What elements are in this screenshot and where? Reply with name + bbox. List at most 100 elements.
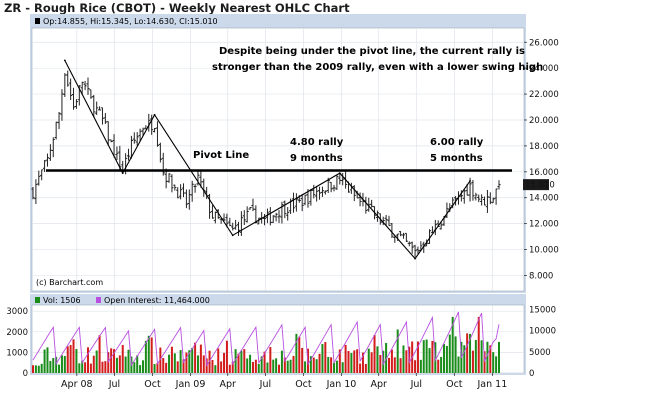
volume-bar [101, 361, 104, 373]
volume-bar [176, 361, 179, 373]
y-tick-label: 24.000 [529, 64, 559, 74]
volume-bar [474, 339, 477, 373]
x-tick-label: Jul [259, 379, 271, 390]
y-tick-label: 8.000 [529, 271, 553, 281]
volume-bar [217, 348, 220, 373]
volume-bar [356, 349, 359, 373]
volume-bar [179, 350, 182, 373]
swing-point [231, 234, 234, 237]
volume-left-tick: 3000 [6, 307, 28, 317]
time-axis: Apr 08 Jul Oct Jan 09 Apr Jul Oct Jan 10 Apr Jul O… [61, 373, 507, 390]
volume-bar [315, 359, 318, 373]
volume-bar [118, 355, 121, 373]
volume-bar [399, 358, 402, 373]
volume-bar [364, 363, 367, 373]
volume-bar [425, 339, 428, 373]
volume-bars [32, 316, 500, 373]
volume-bar [127, 349, 130, 373]
volume-bar [321, 344, 324, 373]
volume-bar [95, 350, 98, 373]
volume-left-tick: 2000 [6, 328, 28, 338]
pivot-label: Pivot Line [193, 150, 249, 161]
volume-right-axis: 0 5000 10000 15000 [529, 305, 556, 379]
volume-bar [156, 363, 159, 373]
volume-bar [92, 355, 95, 373]
volume-bar [390, 349, 393, 373]
x-tick-label: Oct [295, 379, 312, 390]
volume-bar [170, 346, 173, 373]
volume-bar [376, 346, 379, 373]
volume-bar [304, 361, 307, 373]
swing-point [63, 59, 66, 62]
volume-bar [52, 358, 55, 373]
volume-bar [344, 344, 347, 373]
volume-bar [63, 356, 66, 373]
volume-bar [246, 358, 249, 373]
volume-bar [466, 333, 469, 373]
volume-bar [43, 349, 46, 373]
volume-bar [440, 356, 443, 373]
y-tick-label: 26.000 [529, 38, 559, 48]
volume-bar [341, 362, 344, 373]
volume-bar [191, 347, 194, 373]
y-tick-label: 10.000 [529, 246, 559, 256]
volume-bar [66, 346, 69, 373]
volume-bar [46, 347, 49, 373]
x-tick-label: Oct [446, 379, 463, 390]
volume-bar [483, 351, 486, 373]
volume-bar [443, 343, 446, 373]
volume-bar [251, 361, 254, 373]
volume-bar [414, 360, 417, 373]
volume-bar [402, 345, 405, 373]
volume-bar [298, 336, 301, 373]
volume-bar [347, 350, 350, 373]
swing-point [414, 257, 416, 260]
rally1-line2: 9 months [290, 153, 343, 164]
volume-bar [448, 334, 451, 373]
y-tick-label: 20.000 [529, 116, 559, 126]
volume-bar [269, 347, 272, 373]
x-tick-label: Jul [108, 379, 120, 390]
volume-bar [445, 345, 448, 373]
main-note-line1: Despite being under the pivot line, the … [219, 46, 525, 57]
volume-bar [34, 365, 37, 373]
last-price-tag-text: 15.010 [525, 181, 555, 191]
volume-bar [234, 349, 237, 373]
volume-bar [211, 360, 214, 373]
volume-bar [495, 356, 498, 373]
volume-bar [113, 349, 116, 373]
volume-bar [379, 354, 382, 373]
volume-bar [486, 341, 489, 373]
volume-bar [240, 350, 243, 373]
volume-bar [173, 353, 176, 373]
volume-bar [237, 353, 240, 373]
volume-left-tick: 1000 [6, 348, 28, 358]
swing-point [469, 179, 471, 182]
volume-bar [324, 342, 327, 373]
volume-bar [69, 344, 72, 373]
volume-bar [416, 341, 419, 373]
volume-bar [480, 340, 483, 373]
volume-bar [40, 363, 43, 373]
volume-bar [283, 357, 286, 373]
rally2-line2: 5 months [430, 153, 483, 164]
y-tick-label: 18.000 [529, 142, 559, 152]
volume-bar [373, 335, 376, 373]
volume-bar [78, 363, 81, 373]
copyright: (c) Barchart.com [36, 278, 103, 287]
volume-bar [141, 360, 144, 373]
volume-bar [327, 356, 330, 373]
price-y-axis: 8.000 10.000 12.000 14.000 16.000 18.000 20.00… [524, 38, 559, 281]
volume-bar [405, 350, 408, 373]
volume-bar [471, 350, 474, 373]
volume-bar [89, 363, 92, 373]
volume-left-axis: 0 1000 2000 3000 [6, 307, 28, 379]
swing-points [63, 59, 471, 260]
volume-bar [370, 352, 373, 373]
volume-left-tick: 0 [23, 369, 28, 379]
volume-bar [37, 365, 40, 373]
volume-bar [196, 355, 199, 373]
volume-bar [243, 349, 246, 373]
volume-right-tick: 0 [529, 369, 534, 379]
volume-bar [231, 361, 234, 373]
